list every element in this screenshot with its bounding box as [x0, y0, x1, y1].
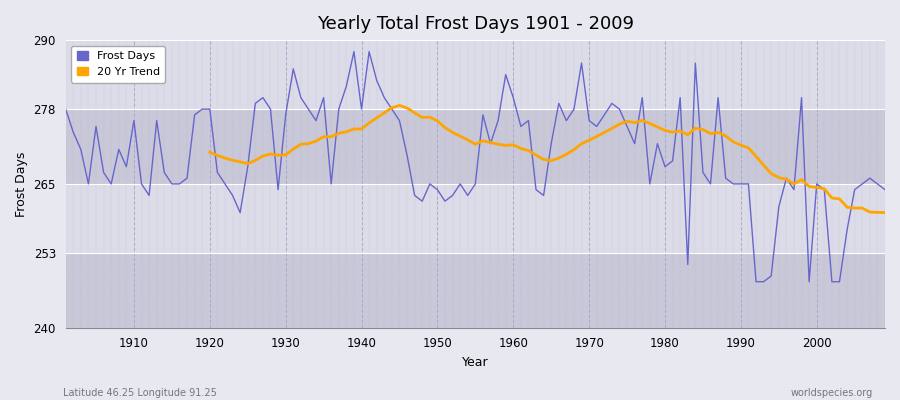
- X-axis label: Year: Year: [462, 356, 489, 369]
- Text: Latitude 46.25 Longitude 91.25: Latitude 46.25 Longitude 91.25: [63, 388, 217, 398]
- Text: worldspecies.org: worldspecies.org: [791, 388, 873, 398]
- Y-axis label: Frost Days: Frost Days: [15, 151, 28, 217]
- Bar: [66, 109, 885, 184]
- Bar: [66, 253, 885, 328]
- Bar: [66, 184, 885, 253]
- Bar: [66, 40, 885, 109]
- Title: Yearly Total Frost Days 1901 - 2009: Yearly Total Frost Days 1901 - 2009: [317, 15, 634, 33]
- Legend: Frost Days, 20 Yr Trend: Frost Days, 20 Yr Trend: [71, 46, 166, 82]
